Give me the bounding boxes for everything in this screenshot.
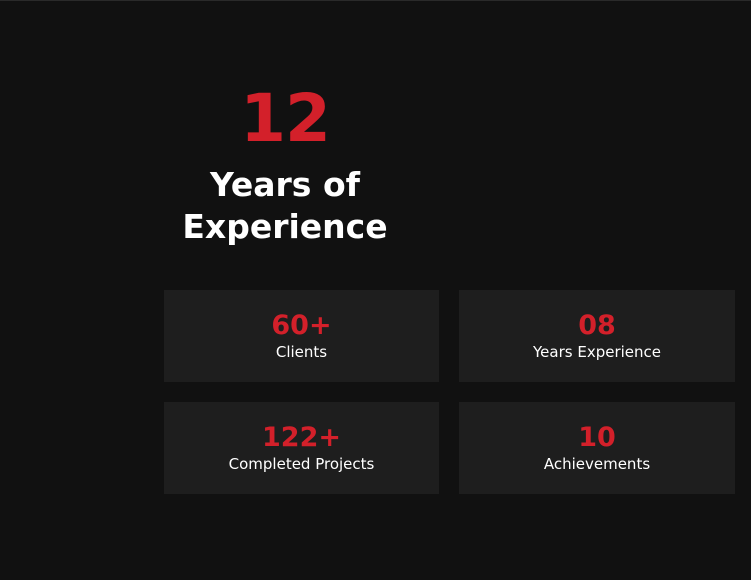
stat-value: 60+	[271, 311, 331, 341]
years-label: Years of Experience	[150, 164, 420, 248]
stat-card-achievements: 10 Achievements	[459, 402, 735, 494]
experience-hero: 12 Years of Experience	[150, 86, 420, 248]
stat-value: 08	[578, 311, 616, 341]
stat-label: Achievements	[544, 454, 650, 474]
stat-value: 10	[578, 423, 616, 453]
stat-label: Clients	[276, 342, 327, 362]
stat-card-clients: 60+ Clients	[164, 290, 439, 382]
years-number: 12	[150, 86, 420, 152]
stat-card-years-experience: 08 Years Experience	[459, 290, 735, 382]
stat-value: 122+	[262, 423, 341, 453]
stats-grid: 60+ Clients 08 Years Experience 122+ Com…	[164, 290, 735, 494]
stat-card-completed-projects: 122+ Completed Projects	[164, 402, 439, 494]
stat-label: Years Experience	[533, 342, 661, 362]
years-label-line1: Years of	[150, 164, 420, 206]
years-label-line2: Experience	[150, 206, 420, 248]
stat-label: Completed Projects	[229, 454, 375, 474]
